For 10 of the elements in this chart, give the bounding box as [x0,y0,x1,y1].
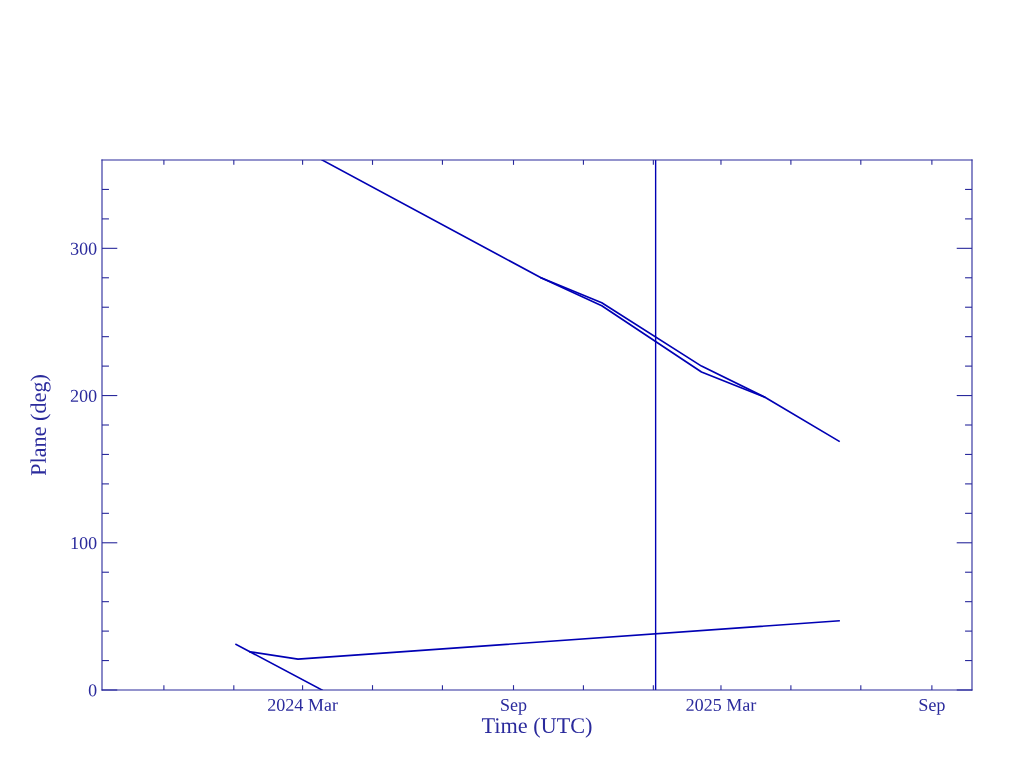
y-tick-label: 0 [88,684,97,697]
x-tick-label: 2024 Mar [268,698,338,712]
y-axis-title: Plane (deg) [30,375,51,476]
y-tick-label: 300 [70,242,97,255]
x-tick-label: Sep [501,698,527,715]
x-tick-label: Sep [919,698,945,715]
y-tick-label: 200 [70,389,97,402]
x-axis-title: Time (UTC) [481,717,592,738]
x-tick-label: 2025 Mar [686,698,757,712]
y-tick-label: 100 [71,537,97,550]
